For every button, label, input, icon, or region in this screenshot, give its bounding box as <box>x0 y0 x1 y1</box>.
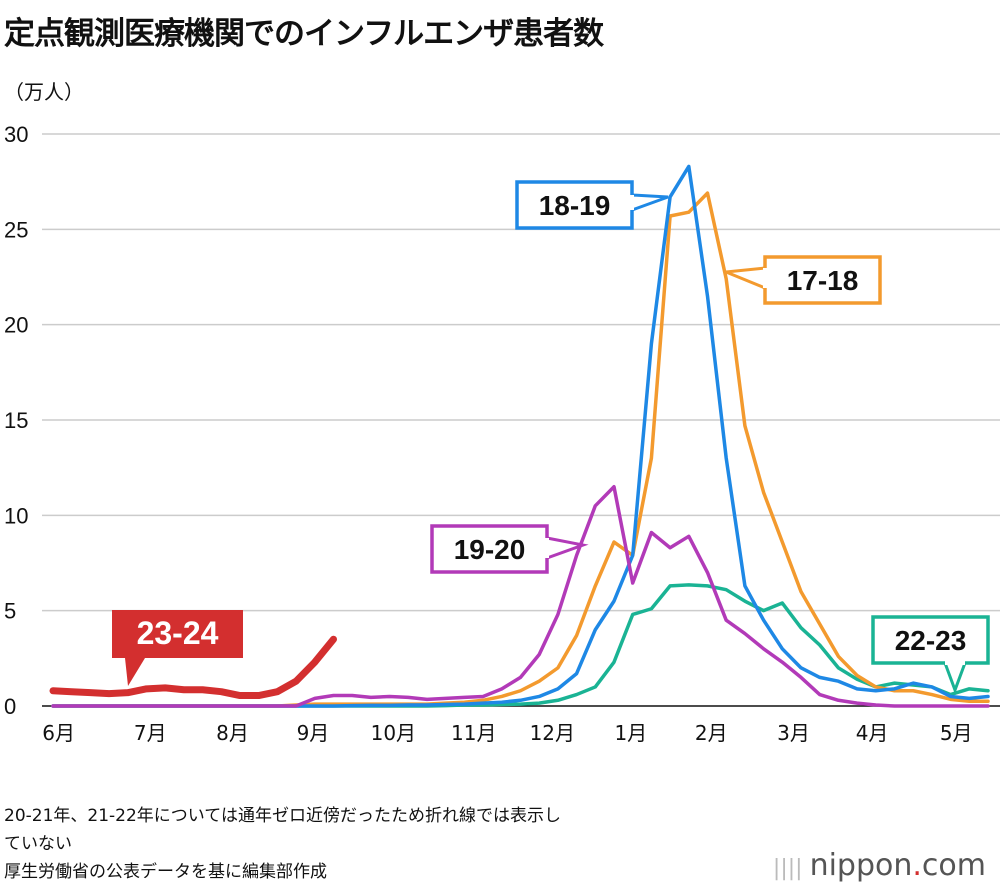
y-tick-label: 20 <box>4 313 28 338</box>
x-tick-label: 11月 <box>451 721 496 745</box>
y-tick-label: 25 <box>4 217 28 242</box>
x-tick-label: 3月 <box>777 721 810 745</box>
series-label-22-23: 22-23 <box>871 615 990 695</box>
series-line-19-20 <box>51 484 990 708</box>
y-tick-label: 10 <box>4 503 28 528</box>
logo-bars-icon: |||| <box>772 856 810 881</box>
x-tick-label: 6月 <box>42 721 75 745</box>
x-tick-label: 9月 <box>297 721 330 745</box>
y-axis-unit: （万人） <box>4 80 84 104</box>
series-label-text: 22-23 <box>895 625 967 656</box>
footnote-1: 20-21年、21-22年については通年ゼロ近傍だったため折れ線では表示し <box>4 806 561 826</box>
x-tick-label: 4月 <box>856 721 889 745</box>
series-line-23-24 <box>49 635 337 700</box>
series-label-text: 19-20 <box>454 534 526 565</box>
x-tick-label: 10月 <box>371 721 416 745</box>
y-tick-label: 30 <box>4 122 28 147</box>
series-label-19-20: 19-20 <box>430 524 589 574</box>
y-tick-label: 5 <box>4 599 16 624</box>
x-tick-label: 7月 <box>134 721 167 745</box>
x-tick-label: 5月 <box>940 721 973 745</box>
x-tick-label: 12月 <box>530 721 575 745</box>
footnote-2: ていない <box>4 834 72 854</box>
series-label-text: 17-18 <box>787 265 859 296</box>
x-tick-label: 2月 <box>695 721 728 745</box>
chart-title: 定点観測医療機関でのインフルエンザ患者数 <box>4 16 604 52</box>
x-tick-label: 1月 <box>614 721 647 745</box>
nippon-logo: |||| nippon.com <box>772 848 986 883</box>
y-tick-label: 15 <box>4 408 28 433</box>
x-tick-label: 8月 <box>216 721 249 745</box>
source-note: 厚生労働省の公表データを基に編集部作成 <box>4 862 327 882</box>
series-label-text: 23-24 <box>137 615 219 651</box>
series-label-17-18: 17-18 <box>725 255 882 305</box>
series-label-text: 18-19 <box>539 190 611 221</box>
series-label-18-19: 18-19 <box>515 180 669 230</box>
y-tick-label: 0 <box>4 694 16 719</box>
series-label-23-24: 23-24 <box>112 610 243 686</box>
